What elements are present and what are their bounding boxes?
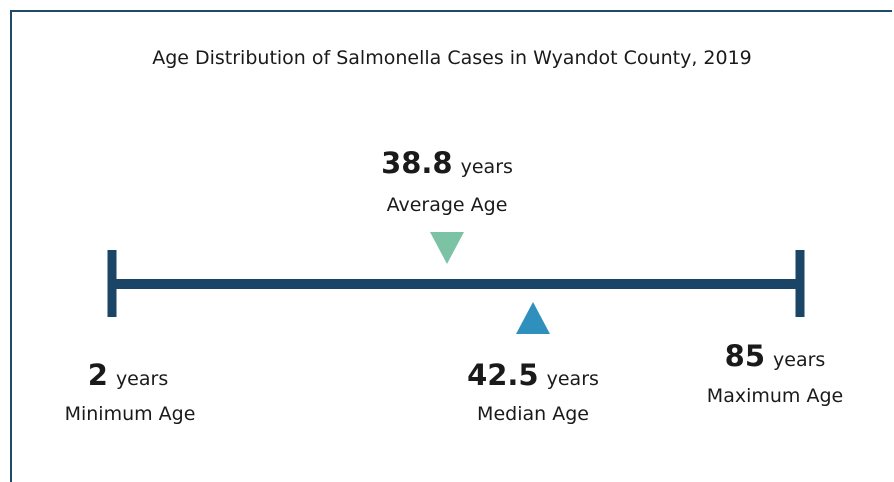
minimum-unit: years [116, 368, 168, 390]
median-unit: years [547, 368, 599, 390]
average-value: 38.8 years [381, 146, 513, 180]
median-number: 42.5 [467, 358, 539, 392]
maximum-number: 85 [725, 339, 765, 373]
average-label: Average Age [387, 194, 508, 216]
average-unit: years [461, 156, 513, 178]
maximum-label: Maximum Age [707, 385, 843, 407]
average-marker [430, 232, 464, 264]
median-marker [516, 302, 550, 334]
title: Age Distribution of Salmonella Cases in … [152, 47, 752, 69]
frame [10, 10, 892, 482]
maximum-value: 85 years [725, 339, 826, 373]
minimum-value: 2 years [88, 358, 168, 392]
minimum-label: Minimum Age [65, 403, 196, 425]
average-number: 38.8 [381, 146, 453, 180]
median-label: Median Age [477, 403, 589, 425]
median-value: 42.5 years [467, 358, 599, 392]
maximum-unit: years [773, 349, 825, 371]
minimum-number: 2 [88, 358, 108, 392]
